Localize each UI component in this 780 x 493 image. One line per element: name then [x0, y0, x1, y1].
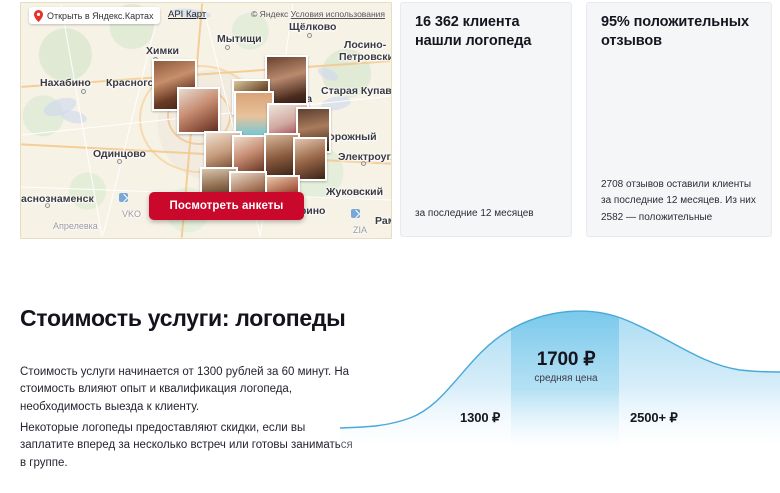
map-city-dot [307, 33, 312, 38]
map-widget[interactable]: Мытищи Щёлково Химки Лосино-Петровский Нахаб… [20, 2, 392, 239]
map-city-dot [81, 89, 86, 94]
open-in-yandex-maps-label: Открыть в Яндекс.Картах [47, 10, 154, 21]
pricing-paragraph: Стоимость услуги начинается от 1300 рубл… [20, 365, 350, 413]
map-pin-icon [34, 9, 43, 22]
specialist-photo[interactable] [177, 87, 220, 134]
stat-title: 95% положительных отзывов [601, 14, 749, 49]
stat-footnote: за последние 12 месяцев [415, 207, 534, 219]
map-city-dot [117, 159, 122, 164]
top-stats-row: Мытищи Щёлково Химки Лосино-Петровский Нахаб… [0, 0, 780, 240]
map-top-controls: Открыть в Яндекс.Картах API Карт © Яндек… [21, 3, 391, 25]
view-profiles-button[interactable]: Посмотреть анкеты [149, 192, 304, 220]
specialist-photo[interactable] [293, 137, 327, 181]
price-distribution-chart: 1300 ₽ 1700 ₽ средняя цена 2500+ ₽ [340, 300, 780, 493]
map-city-label: Химки [146, 45, 179, 57]
chart-label-low: 1300 ₽ [460, 410, 501, 425]
map-city-label: ZIA [353, 225, 368, 235]
chart-label-high: 2500+ ₽ [630, 410, 678, 425]
map-city-label: Рам [375, 215, 391, 227]
page-title: Стоимость услуги: логопеды [20, 305, 346, 332]
chart-svg [340, 310, 780, 448]
chart-highlight-band [511, 311, 619, 448]
stat-card-reviews: 95% положительных отзывов 2708 отзывов о… [586, 2, 772, 237]
map-city-label: Старая Купавна [321, 85, 392, 97]
map-city-label: Мытищи [217, 33, 262, 45]
map-city-label: Жуковский [326, 186, 384, 198]
map-city-label: Нахабино [40, 77, 91, 89]
api-maps-link[interactable]: API Карт [168, 9, 207, 20]
stat-card-clients: 16 362 клиента нашли логопеда за последн… [400, 2, 572, 237]
map-copyright: © Яндекс Условия использования [251, 9, 385, 19]
map-city-label: Щёлково [289, 21, 337, 33]
open-in-yandex-maps-button[interactable]: Открыть в Яндекс.Картах [29, 7, 161, 24]
stat-title: 16 362 клиента нашли логопеда [415, 14, 532, 49]
map-city-dot [225, 45, 230, 50]
map-city-label: Электроугл [338, 151, 392, 163]
stat-footnote: 2708 отзывов оставили клиенты за последн… [601, 178, 756, 223]
map-city-label: Одинцово [93, 148, 146, 160]
map-city-label: VKO [122, 209, 142, 219]
pricing-section: Стоимость услуги: логопеды Стоимость усл… [0, 240, 780, 493]
map-city-label: аснознаменск [21, 193, 94, 205]
specialist-photo[interactable] [264, 133, 300, 180]
chart-label-average-caption: средняя цена [534, 373, 598, 384]
map-city-label: Красногор [106, 77, 161, 89]
map-city-label: Апрелевка [53, 221, 98, 231]
map-city-dot [45, 203, 50, 208]
specialist-photo-cluster[interactable] [21, 3, 391, 238]
chart-label-average-value: 1700 ₽ [536, 349, 596, 370]
chart-curve-line [340, 310, 780, 429]
pricing-paragraph: Некоторые логопеды предоставляют скидки,… [20, 421, 353, 469]
airport-icon [351, 209, 360, 218]
copyright-label: © Яндекс [251, 9, 289, 19]
airport-icon [119, 193, 128, 202]
terms-of-use-link[interactable]: Условия использования [290, 9, 385, 19]
map-city-label: Петровский [339, 51, 391, 63]
map-city-dot [361, 161, 366, 166]
map-city-label: Лосино- [344, 39, 387, 51]
